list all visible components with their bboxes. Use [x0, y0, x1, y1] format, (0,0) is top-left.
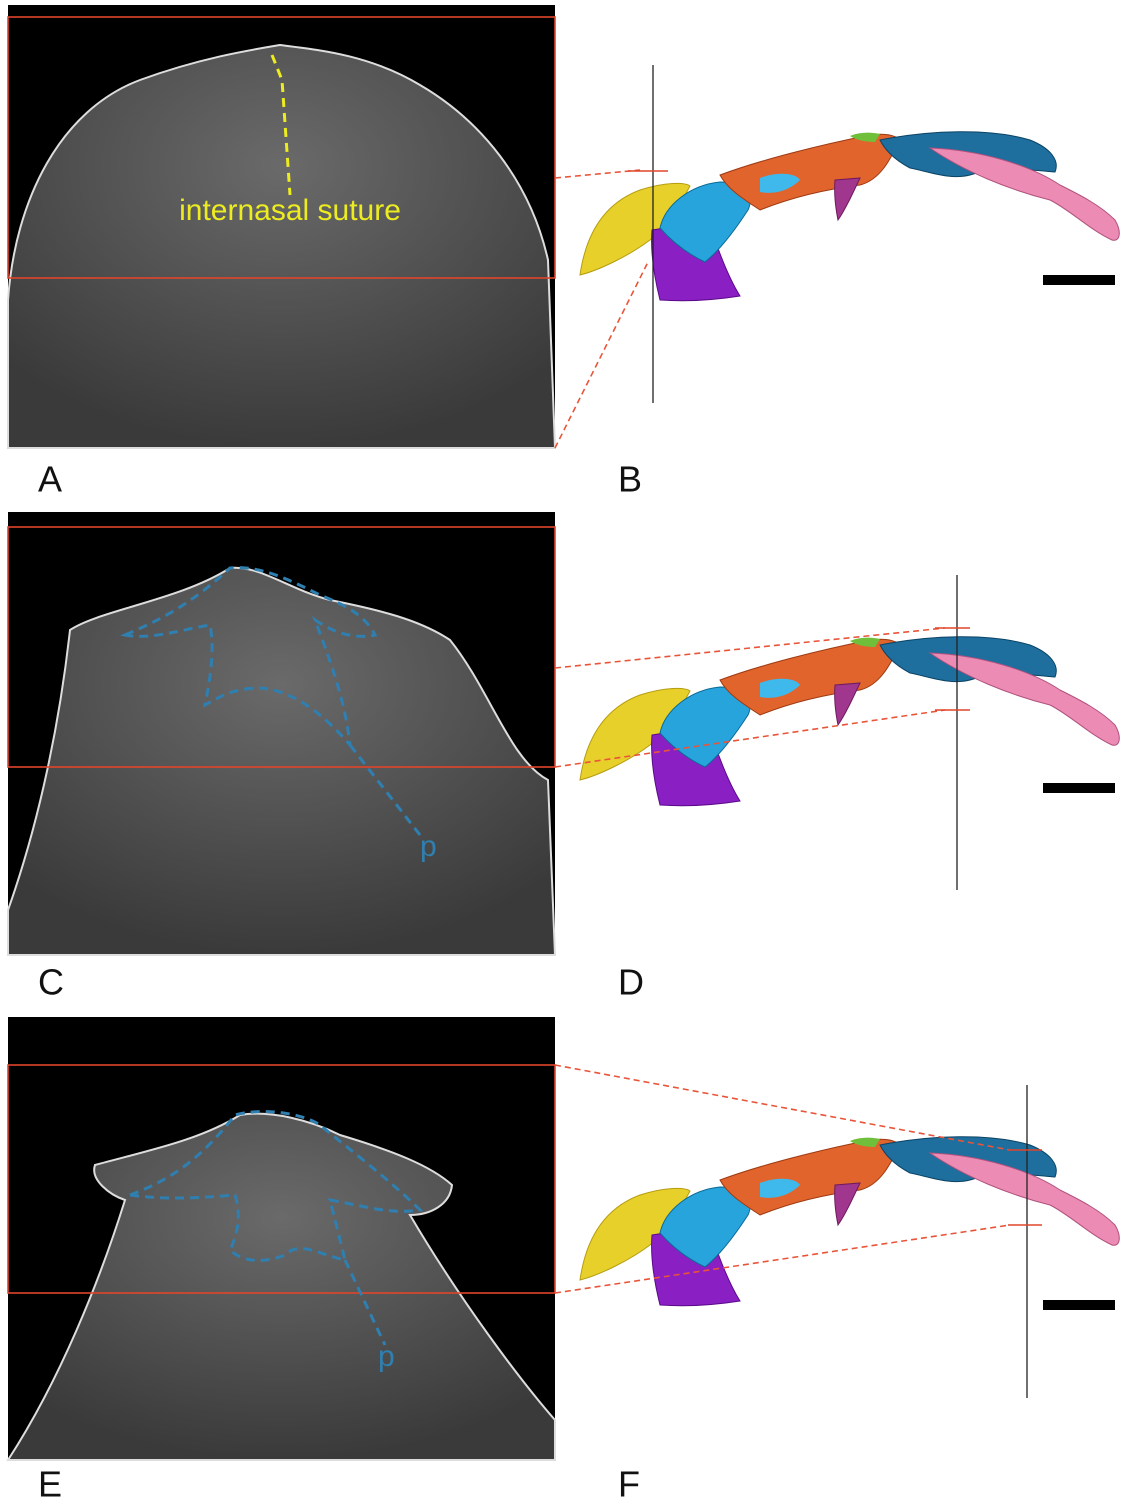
annotation: p — [420, 830, 437, 863]
panel-label: B — [618, 459, 642, 500]
panel-label: A — [38, 459, 62, 500]
projection-line — [555, 1065, 1010, 1150]
panel-label: F — [618, 1464, 640, 1505]
scale-bar — [1043, 275, 1115, 285]
skull-rendering — [580, 637, 1119, 806]
annotation: p — [378, 1340, 395, 1373]
panel-label: C — [38, 962, 64, 1003]
skull-rendering — [580, 1137, 1119, 1306]
scale-bar — [1043, 783, 1115, 793]
projection-line — [555, 170, 640, 178]
figure: internasal suture A B p C D p E F — [0, 0, 1131, 1507]
scale-bar — [1043, 1300, 1115, 1310]
page: internasal suture A B p C D p E F (() =>… — [0, 0, 1131, 1507]
skull-rendering — [580, 132, 1119, 301]
panel-label: D — [618, 962, 644, 1003]
projection-line — [555, 262, 648, 448]
panel-label: E — [38, 1464, 62, 1505]
annotation: internasal suture — [179, 194, 401, 227]
